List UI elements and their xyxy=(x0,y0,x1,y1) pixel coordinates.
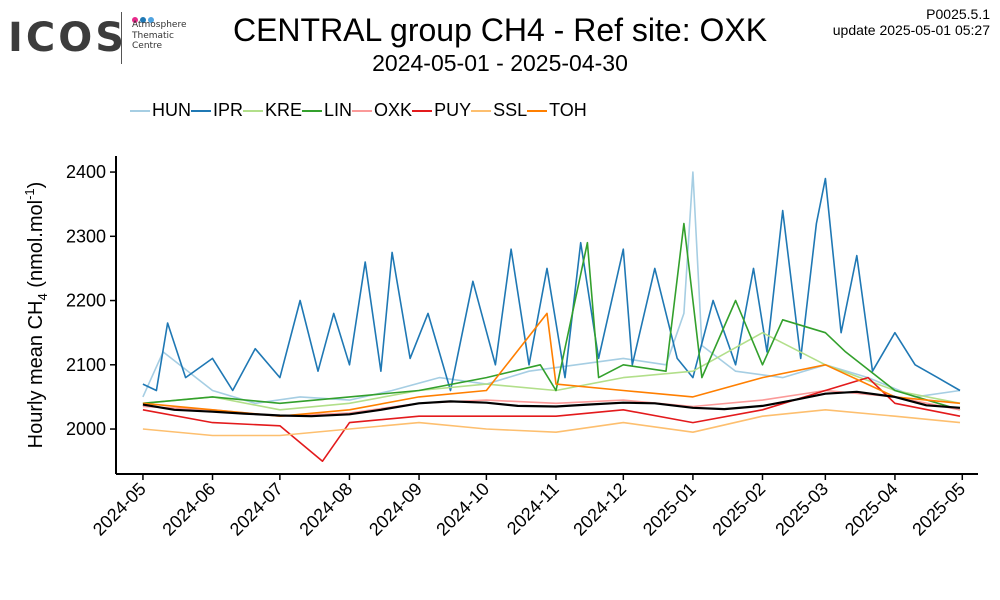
legend-item-oxk: OXK xyxy=(352,100,412,121)
legend-label: LIN xyxy=(324,100,353,120)
legend-label: TOH xyxy=(549,100,587,120)
legend-swatch xyxy=(412,109,433,112)
legend-label: SSL xyxy=(493,100,528,120)
y-tick-label: 2300 xyxy=(66,226,106,246)
x-tick-label: 2024-08 xyxy=(295,479,356,540)
x-tick-label: 2024-11 xyxy=(503,479,563,539)
x-tick-label: 2024-09 xyxy=(365,479,426,540)
legend-label: KRE xyxy=(265,100,303,120)
chart-subtitle: 2024-05-01 - 2025-04-30 xyxy=(372,50,628,76)
legend-item-ipr: IPR xyxy=(191,100,243,121)
y-tick-label: 2000 xyxy=(66,419,106,439)
legend-swatch xyxy=(352,109,373,112)
logo-divider xyxy=(121,12,122,64)
x-tick-label: 2025-01 xyxy=(639,479,700,540)
series-line-ipr xyxy=(142,177,961,392)
y-tick-label: 2200 xyxy=(66,291,106,311)
series-line-hun xyxy=(142,171,961,405)
legend-label: OXK xyxy=(374,100,413,120)
logo-dot xyxy=(132,17,138,23)
x-tick-label: 2025-03 xyxy=(771,479,832,540)
legend-item-kre: KRE xyxy=(243,100,302,121)
series-line-smooth xyxy=(142,390,961,418)
x-tick-label: 2025-05 xyxy=(908,479,969,540)
y-tick-label: 2400 xyxy=(66,162,106,182)
x-tick-label: 2024-05 xyxy=(89,479,150,540)
icos-logo: ICOS Atmosphere Thematic Centre xyxy=(8,10,208,66)
logo-subtitle: Atmosphere Thematic Centre xyxy=(132,20,186,52)
y-axis-label-group: Hourly mean CH4 (nmol.mol-1) xyxy=(22,182,50,449)
legend-item-toh: TOH xyxy=(527,100,587,121)
logo-dots xyxy=(132,10,156,28)
y-axis-label-part: ) xyxy=(25,182,47,189)
series-line-oxk xyxy=(142,389,961,418)
legend-swatch xyxy=(302,109,323,112)
version-label: P0025.5.1 xyxy=(926,6,990,22)
legend-item-puy: PUY xyxy=(412,100,471,121)
y-axis-label-part: Hourly mean CH xyxy=(25,301,47,449)
legend-item-lin: LIN xyxy=(302,100,352,121)
logo-dot xyxy=(140,17,146,23)
chart-title: CENTRAL group CH4 - Ref site: OXK xyxy=(232,12,768,48)
series-line-ssl xyxy=(142,408,961,437)
legend-label: IPR xyxy=(213,100,244,120)
chart-legend: HUN IPR KRE LIN OXK PUY SSL TOH xyxy=(130,100,587,121)
series-line-toh xyxy=(142,312,961,418)
legend-swatch xyxy=(130,109,150,112)
x-tick-label: 2024-10 xyxy=(432,479,493,540)
y-axis-label-part: (nmol.mol xyxy=(25,200,47,293)
logo-subtitle-line: Atmosphere xyxy=(132,20,187,30)
logo-dot xyxy=(148,17,154,23)
version-info: P0025.5.1 update 2025-05-01 05:27 xyxy=(833,6,990,38)
logo-subtitle-line: Centre xyxy=(132,41,163,51)
series-line-puy xyxy=(142,376,961,463)
legend-swatch xyxy=(471,109,492,112)
legend-swatch xyxy=(191,109,211,112)
legend-swatch xyxy=(243,109,264,112)
legend-item-ssl: SSL xyxy=(471,100,527,121)
x-tick-label: 2024-12 xyxy=(569,479,630,540)
series-group xyxy=(142,171,961,463)
y-axis-label: Hourly mean CH4 (nmol.mol-1) xyxy=(22,182,50,449)
x-tick-label: 2024-06 xyxy=(158,479,219,540)
x-tick-label: 2025-04 xyxy=(841,479,902,540)
legend-label: HUN xyxy=(152,100,191,120)
legend-swatch xyxy=(527,109,548,112)
logo-subtitle-line: Thematic xyxy=(132,30,174,41)
y-tick-label: 2100 xyxy=(66,355,106,375)
y-axis-label-part: -1 xyxy=(22,188,37,200)
logo-wordmark: ICOS xyxy=(8,15,128,61)
legend-item-hun: HUN xyxy=(130,100,191,121)
series-line-lin xyxy=(142,222,961,411)
legend-label: PUY xyxy=(434,100,472,120)
update-label: update 2025-05-01 05:27 xyxy=(832,22,990,38)
x-tick-label: 2024-07 xyxy=(226,479,287,540)
x-tick-label: 2025-02 xyxy=(708,479,769,540)
y-axis-label-part: 4 xyxy=(35,293,50,300)
